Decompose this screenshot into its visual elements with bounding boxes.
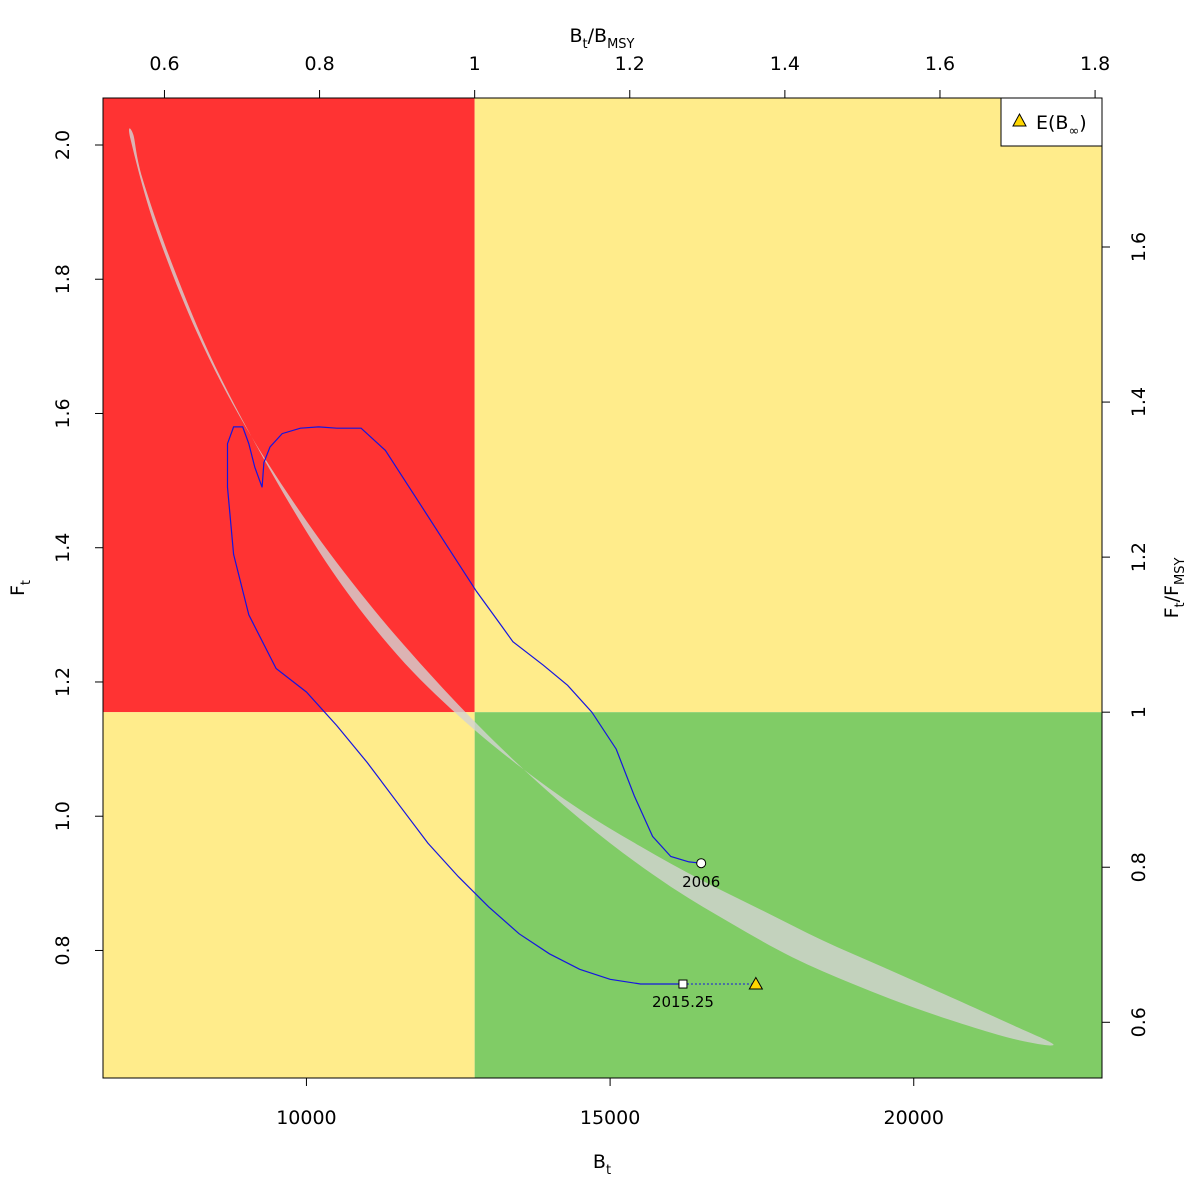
start-point-marker: [696, 858, 707, 869]
x-top-axis-title: Bt/BMSY: [569, 25, 634, 52]
axes: 10000 15000 20000 0.6 0.8 1 1.2 1.4 1.6 1.8 0.8 1.0…: [52, 53, 1150, 1129]
y-right-tick-label: 0.6: [1128, 1007, 1150, 1037]
zone-overfished: [103, 712, 475, 1078]
x-top-tick-label: 1.2: [615, 53, 645, 75]
legend-triangle-icon: [1012, 112, 1027, 127]
end-point-marker: [678, 979, 688, 989]
x-top-tick-label: 0.6: [149, 53, 179, 75]
x-bottom-tick-label: 20000: [884, 1107, 944, 1129]
zone-overfishing: [474, 98, 1102, 713]
biomass-fishing-trajectory: [226, 426, 702, 985]
y-left-tick-label: 1.2: [52, 667, 74, 697]
x-top-tick-label: 1: [469, 53, 481, 75]
y-right-tick-label: 1: [1128, 706, 1150, 718]
start-point-label: 2006: [682, 873, 720, 891]
legend-label: E(B∞): [1036, 112, 1087, 139]
zone-sustainable: [474, 712, 1102, 1078]
y-left-tick-label: 2.0: [52, 130, 74, 160]
legend: E(B∞): [1000, 97, 1103, 147]
end-point-label: 2015.25: [652, 993, 714, 1011]
y-left-tick-label: 0.8: [52, 935, 74, 965]
y-left-tick-label: 1.0: [52, 801, 74, 831]
x-top-tick-label: 0.8: [304, 53, 334, 75]
x-top-tick-label: 1.8: [1080, 53, 1110, 75]
y-left-tick-label: 1.8: [52, 264, 74, 294]
trajectory-layer: [226, 426, 764, 990]
status-zones: [103, 98, 1102, 1078]
x-bottom-tick-label: 10000: [276, 1107, 336, 1129]
y-left-axis-title: Ft: [7, 580, 34, 596]
x-bottom-axis-title: Bt: [593, 1151, 611, 1178]
y-right-tick-label: 1.6: [1128, 232, 1150, 262]
y-right-axis-title: Ft/FMSY: [1161, 558, 1188, 619]
x-top-tick-label: 1.6: [925, 53, 955, 75]
y-right-tick-label: 1.4: [1128, 387, 1150, 417]
y-left-tick-label: 1.4: [52, 533, 74, 563]
y-right-tick-label: 1.2: [1128, 542, 1150, 572]
y-right-tick-label: 0.8: [1128, 852, 1150, 882]
equilibrium-biomass-marker: [748, 976, 764, 990]
x-bottom-tick-label: 15000: [580, 1107, 640, 1129]
plot-frame: [102, 97, 1103, 1079]
x-top-tick-label: 1.4: [770, 53, 800, 75]
y-left-tick-label: 1.6: [52, 398, 74, 428]
zone-overfished-overfishing: [103, 98, 475, 713]
